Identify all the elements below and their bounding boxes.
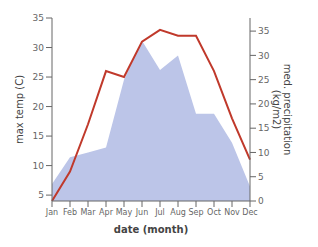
svg-text:35: 35 — [33, 13, 44, 23]
svg-text:35: 35 — [258, 26, 269, 36]
svg-text:25: 25 — [258, 75, 269, 85]
svg-text:25: 25 — [33, 72, 44, 82]
svg-text:Oct: Oct — [207, 208, 221, 217]
svg-text:30: 30 — [258, 51, 270, 61]
svg-text:Jan: Jan — [45, 208, 58, 217]
svg-text:Nov: Nov — [224, 208, 240, 217]
svg-text:Aug: Aug — [170, 208, 186, 217]
svg-text:Apr: Apr — [99, 208, 114, 217]
svg-text:10: 10 — [33, 161, 45, 171]
svg-text:20: 20 — [33, 102, 45, 112]
svg-text:0: 0 — [258, 196, 264, 206]
svg-text:Jul: Jul — [154, 208, 165, 217]
svg-text:20: 20 — [258, 99, 270, 109]
svg-text:Mar: Mar — [80, 208, 96, 217]
svg-text:5: 5 — [258, 172, 264, 182]
svg-text:15: 15 — [33, 131, 44, 141]
svg-text:date (month): date (month) — [114, 224, 188, 235]
svg-text:May: May — [116, 208, 133, 217]
svg-text:15: 15 — [258, 123, 269, 133]
svg-text:med. precipitation(kg/m2): med. precipitation(kg/m2) — [271, 64, 293, 156]
svg-text:Dec: Dec — [242, 208, 257, 217]
svg-text:max temp (C): max temp (C) — [14, 75, 25, 144]
svg-text:Jun: Jun — [135, 208, 149, 217]
svg-text:Feb: Feb — [63, 208, 77, 217]
svg-text:5: 5 — [38, 190, 44, 200]
svg-text:10: 10 — [258, 148, 270, 158]
svg-text:30: 30 — [33, 43, 45, 53]
svg-text:Sep: Sep — [188, 208, 203, 217]
